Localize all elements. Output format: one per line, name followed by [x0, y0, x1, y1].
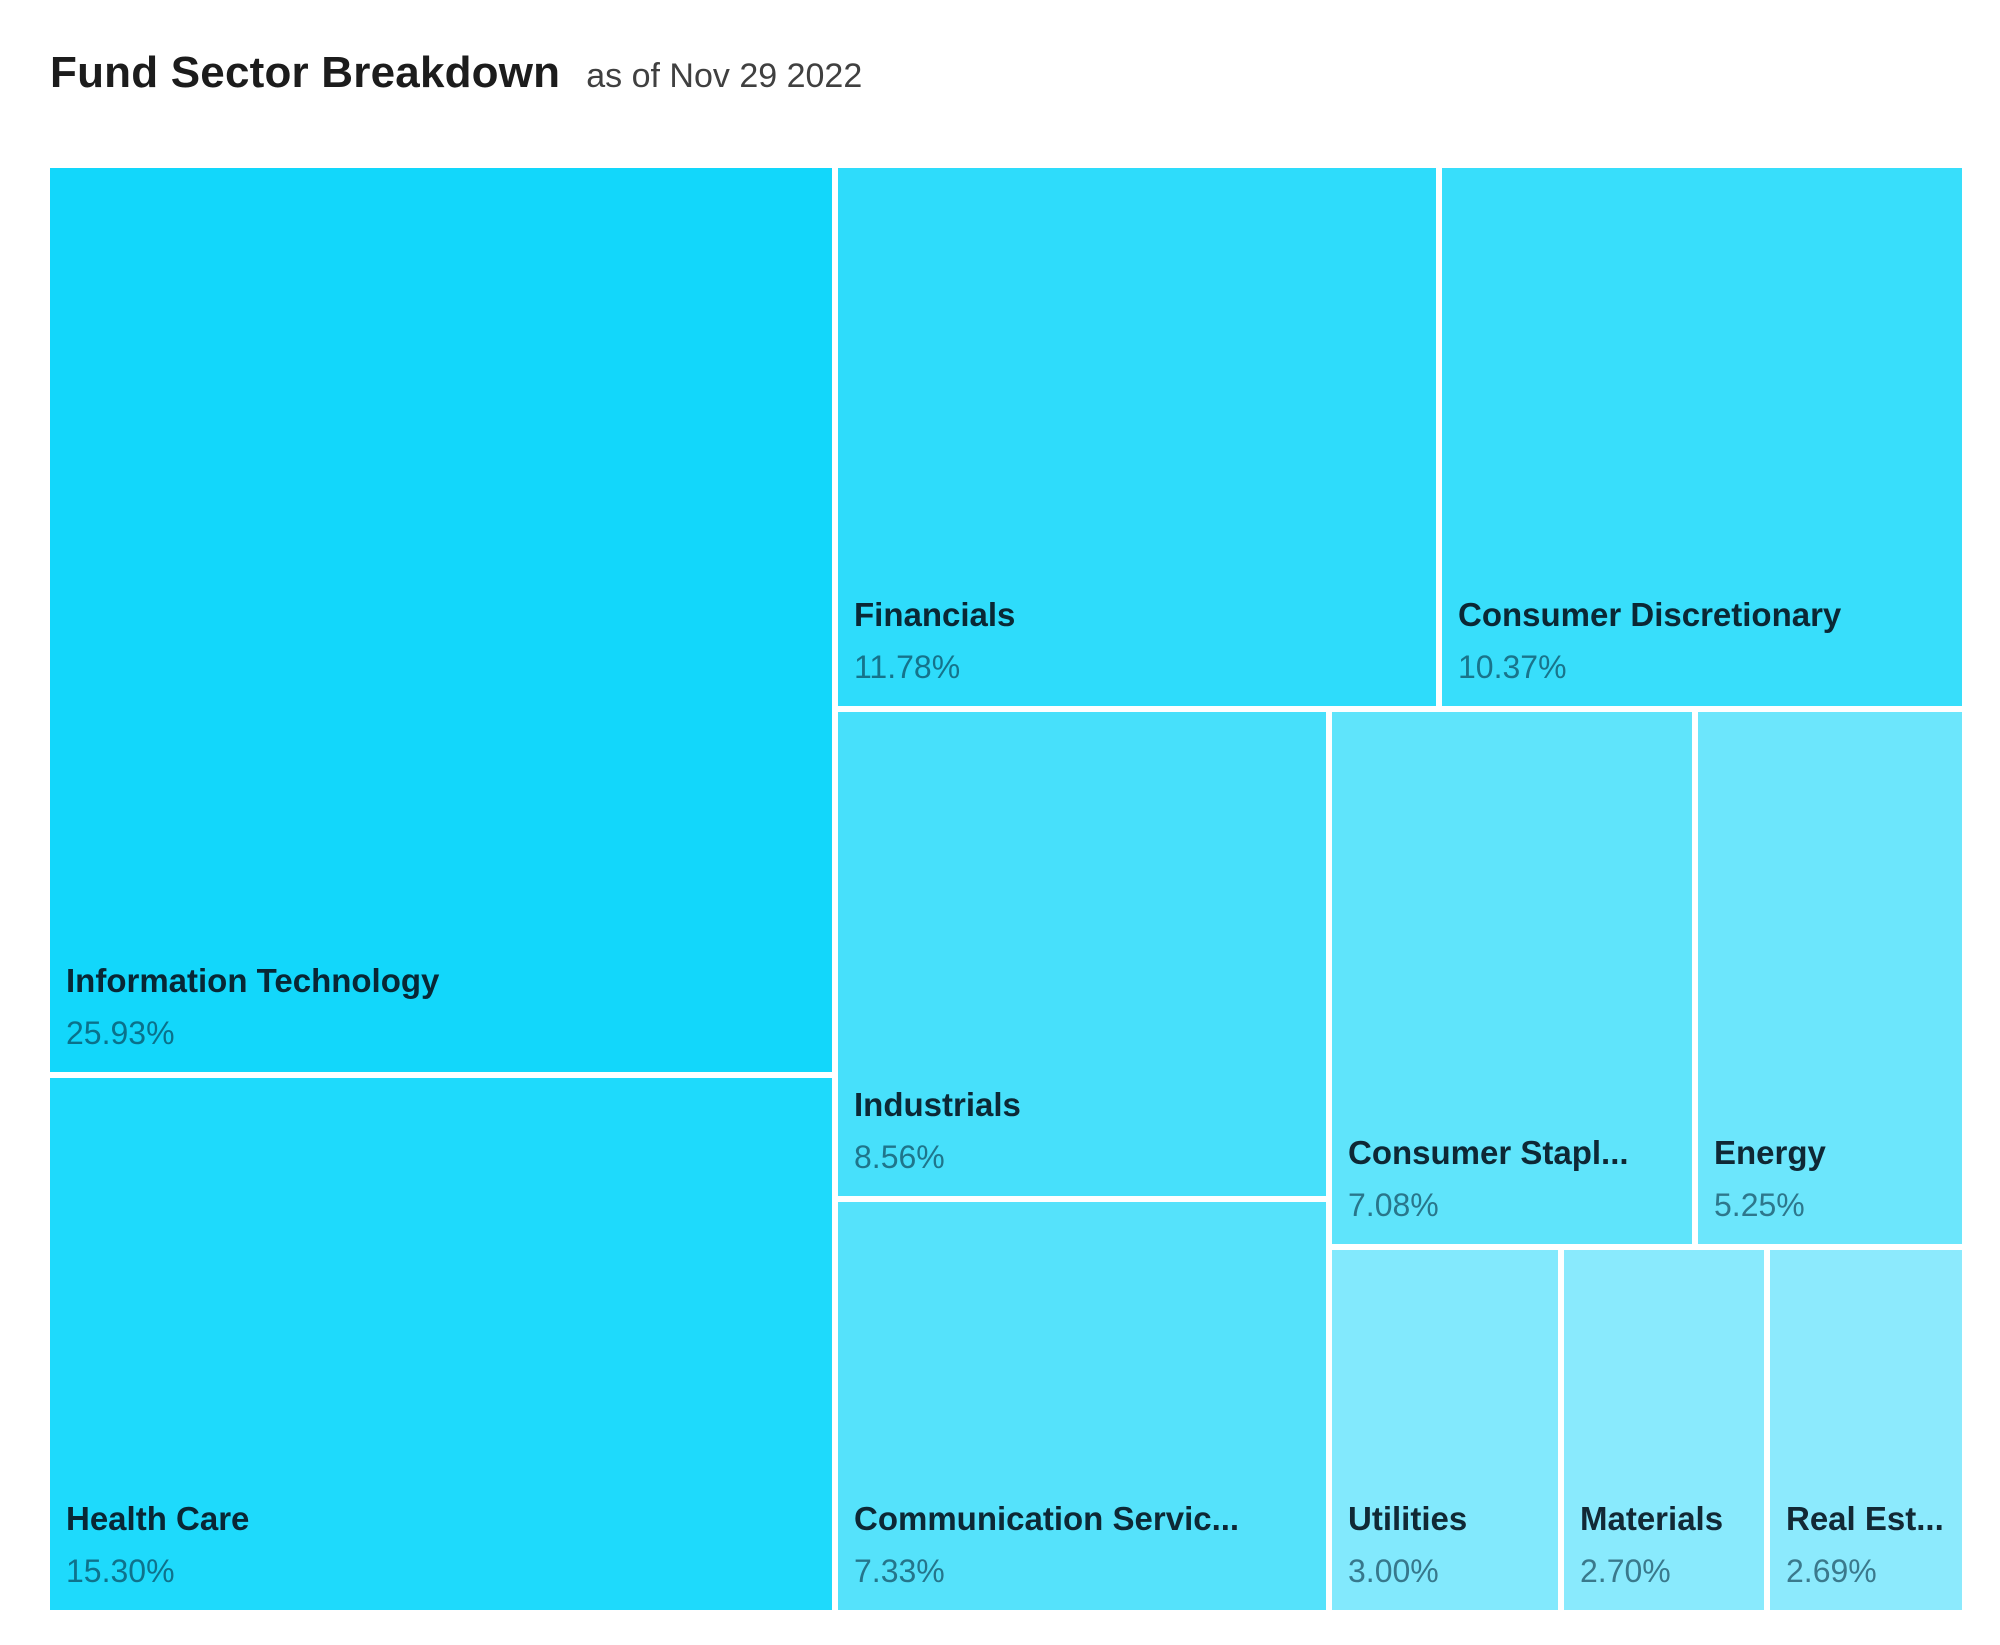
sector-label: Health Care: [66, 1499, 250, 1537]
treemap-tile-materials[interactable]: Materials 2.70%: [1564, 1250, 1764, 1610]
chart-header: Fund Sector Breakdown as of Nov 29 2022: [50, 48, 862, 98]
sector-value: 7.08%: [1348, 1186, 1439, 1223]
sector-value: 10.37%: [1458, 648, 1567, 685]
sector-label: Energy: [1714, 1133, 1826, 1171]
sector-label: Communication Servic...: [854, 1499, 1240, 1537]
sector-value: 25.93%: [66, 1014, 175, 1051]
sector-label: Utilities: [1348, 1499, 1468, 1537]
sector-label: Financials: [854, 595, 1016, 633]
treemap-tile-utilities[interactable]: Utilities 3.00%: [1332, 1250, 1558, 1610]
sector-label: Materials: [1580, 1499, 1724, 1537]
sector-value: 2.70%: [1580, 1552, 1671, 1589]
sector-value: 11.78%: [854, 648, 961, 685]
treemap-tile-communication-services[interactable]: Communication Servic... 7.33%: [838, 1202, 1326, 1610]
treemap-tile-financials[interactable]: Financials 11.78%: [838, 168, 1436, 706]
sector-label: Consumer Stapl...: [1348, 1133, 1629, 1171]
chart-as-of-date: as of Nov 29 2022: [586, 57, 863, 95]
treemap-tile-energy[interactable]: Energy 5.25%: [1698, 712, 1962, 1244]
sector-value: 2.69%: [1786, 1552, 1877, 1589]
sector-label: Information Technology: [66, 961, 440, 999]
treemap-tile-industrials[interactable]: Industrials 8.56%: [838, 712, 1326, 1196]
chart-title: Fund Sector Breakdown: [50, 48, 561, 97]
sector-label: Industrials: [854, 1085, 1021, 1123]
treemap-tile-health-care[interactable]: Health Care 15.30%: [50, 1078, 832, 1610]
sector-label: Consumer Discretionary: [1458, 595, 1842, 633]
treemap-tile-consumer-discretionary[interactable]: Consumer Discretionary 10.37%: [1442, 168, 1962, 706]
sector-value: 15.30%: [66, 1552, 175, 1589]
treemap-tile-real-estate[interactable]: Real Est... 2.69%: [1770, 1250, 1962, 1610]
sector-value: 7.33%: [854, 1552, 945, 1589]
sector-value: 8.56%: [854, 1138, 945, 1175]
sector-value: 5.25%: [1714, 1186, 1805, 1223]
sector-label: Real Est...: [1786, 1499, 1944, 1537]
sector-value: 3.00%: [1348, 1552, 1439, 1589]
treemap-tile-consumer-staples[interactable]: Consumer Stapl... 7.08%: [1332, 712, 1692, 1244]
treemap-tile-information-technology[interactable]: Information Technology 25.93%: [50, 168, 832, 1072]
